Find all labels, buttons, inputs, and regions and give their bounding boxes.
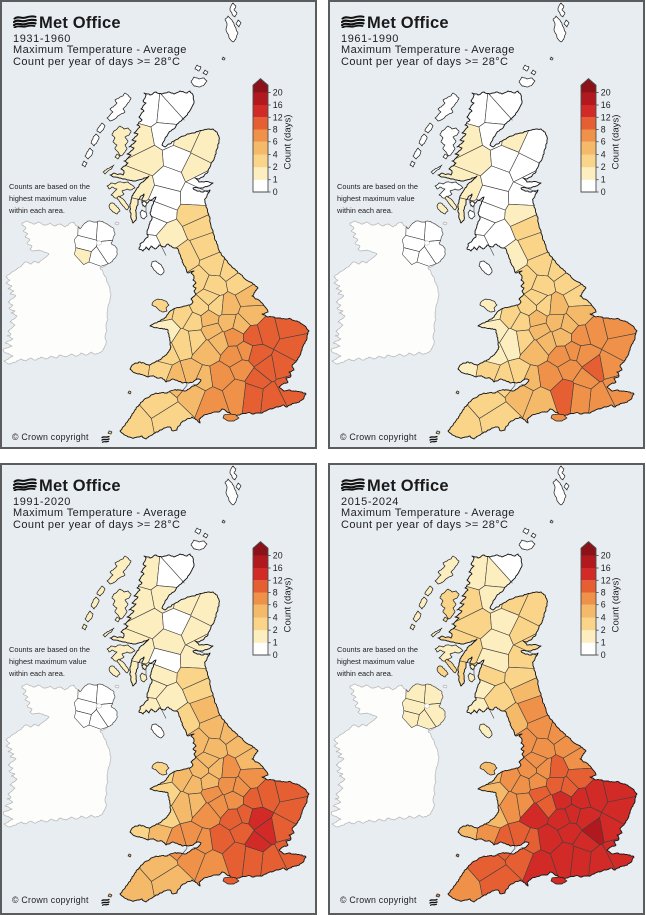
svg-text:8: 8 <box>273 588 278 598</box>
svg-text:20: 20 <box>273 88 283 98</box>
svg-text:1: 1 <box>601 175 606 185</box>
svg-text:1: 1 <box>273 638 278 648</box>
svg-text:8: 8 <box>601 125 606 135</box>
svg-text:8: 8 <box>273 125 278 135</box>
svg-text:0: 0 <box>273 650 278 660</box>
svg-text:1: 1 <box>601 638 606 648</box>
svg-text:20: 20 <box>601 551 611 561</box>
svg-text:16: 16 <box>273 563 283 573</box>
svg-text:16: 16 <box>273 100 283 110</box>
svg-text:6: 6 <box>601 137 606 147</box>
svg-text:12: 12 <box>273 575 283 585</box>
svg-text:6: 6 <box>273 137 278 147</box>
svg-text:12: 12 <box>601 112 611 122</box>
svg-text:2: 2 <box>273 162 278 172</box>
svg-text:Count (days): Count (days) <box>283 115 294 170</box>
svg-text:2: 2 <box>601 162 606 172</box>
svg-text:Count (days): Count (days) <box>611 115 622 170</box>
svg-text:12: 12 <box>273 112 283 122</box>
svg-text:16: 16 <box>601 563 611 573</box>
svg-text:4: 4 <box>601 150 606 160</box>
svg-text:2: 2 <box>273 625 278 635</box>
svg-text:20: 20 <box>273 551 283 561</box>
svg-text:0: 0 <box>601 187 606 197</box>
svg-text:6: 6 <box>601 600 606 610</box>
svg-text:0: 0 <box>273 187 278 197</box>
svg-text:4: 4 <box>273 613 278 623</box>
svg-text:Count (days): Count (days) <box>611 578 622 633</box>
svg-text:1: 1 <box>273 175 278 185</box>
svg-text:16: 16 <box>601 100 611 110</box>
svg-text:2: 2 <box>601 625 606 635</box>
svg-text:8: 8 <box>601 588 606 598</box>
svg-text:4: 4 <box>601 613 606 623</box>
svg-text:6: 6 <box>273 600 278 610</box>
svg-text:Count (days): Count (days) <box>283 578 294 633</box>
svg-text:4: 4 <box>273 150 278 160</box>
svg-text:20: 20 <box>601 88 611 98</box>
svg-text:0: 0 <box>601 650 606 660</box>
svg-text:12: 12 <box>601 575 611 585</box>
